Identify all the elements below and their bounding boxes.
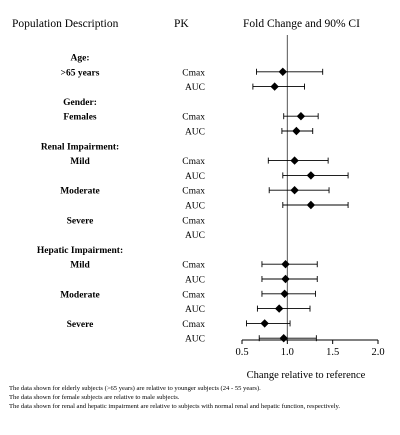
- x-tick-label: 1.5: [326, 347, 339, 358]
- group-label: Gender:: [63, 98, 97, 108]
- pk-label: Cmax: [182, 320, 205, 330]
- estimate-diamond: [296, 112, 306, 121]
- estimate-diamond: [306, 200, 316, 210]
- x-tick-label: 0.5: [235, 347, 248, 358]
- estimate-diamond: [274, 304, 284, 313]
- pk-label: Cmax: [182, 113, 205, 123]
- footnote-age: The data shown for elderly subjects (>65…: [9, 385, 261, 392]
- group-label: Hepatic Impairment:: [37, 246, 123, 256]
- pk-label: Cmax: [182, 187, 205, 197]
- subgroup-label: Mild: [70, 157, 90, 167]
- estimate-diamond: [279, 334, 288, 343]
- estimate-diamond: [280, 289, 289, 298]
- pk-label: AUC: [185, 335, 205, 345]
- x-tick-label: 2.0: [371, 347, 384, 358]
- pk-label: AUC: [185, 172, 205, 182]
- pk-label: AUC: [185, 83, 205, 93]
- pk-label: AUC: [185, 202, 205, 212]
- x-axis-label: Change relative to reference: [247, 370, 366, 381]
- estimate-diamond: [306, 171, 316, 180]
- estimate-diamond: [292, 126, 301, 136]
- subgroup-label: Females: [63, 113, 97, 123]
- footnote-gender: The data shown for female subjects are r…: [9, 393, 180, 401]
- estimate-diamond: [260, 319, 269, 328]
- pk-label: Cmax: [182, 261, 205, 271]
- estimate-diamond: [281, 274, 290, 284]
- estimate-diamond: [278, 67, 287, 76]
- footnote-impairment: The data shown for renal and hepatic imp…: [9, 402, 340, 410]
- subgroup-label: Severe: [67, 320, 94, 330]
- footnotes: The data shown for elderly subjects (>65…: [9, 385, 397, 412]
- pk-label: Cmax: [182, 68, 205, 78]
- pk-label: Cmax: [182, 216, 205, 226]
- pk-label: Cmax: [182, 290, 205, 300]
- group-label: Renal Impairment:: [41, 142, 119, 152]
- pk-label: Cmax: [182, 157, 205, 167]
- header-effect: Fold Change and 90% CI: [243, 18, 360, 30]
- pk-label: AUC: [185, 231, 205, 241]
- estimate-diamond: [281, 260, 290, 269]
- pk-label: AUC: [185, 276, 205, 286]
- subgroup-label: Moderate: [60, 290, 100, 300]
- header-population: Population Description: [12, 18, 119, 30]
- estimate-diamond: [290, 156, 299, 165]
- rows-layer: Age: >65 years Cmax AUC Gender: Females Cmax AU…: [37, 54, 205, 345]
- pk-label: AUC: [185, 305, 205, 315]
- x-tick-label: 1.0: [281, 347, 294, 358]
- pk-label: AUC: [185, 128, 205, 138]
- subgroup-label: Mild: [70, 261, 90, 271]
- forest-plot: Population Description PK Fold Change an…: [12, 18, 385, 381]
- subgroup-label: Severe: [67, 216, 94, 226]
- group-label: Age:: [71, 54, 90, 64]
- header-pk: PK: [174, 18, 189, 30]
- marks-layer: [246, 67, 349, 343]
- estimate-diamond: [270, 82, 279, 91]
- estimate-diamond: [290, 186, 299, 195]
- subgroup-label: >65 years: [61, 68, 100, 78]
- subgroup-label: Moderate: [60, 187, 100, 197]
- x-axis: 0.5 1.0 1.5 2.0: [235, 35, 385, 358]
